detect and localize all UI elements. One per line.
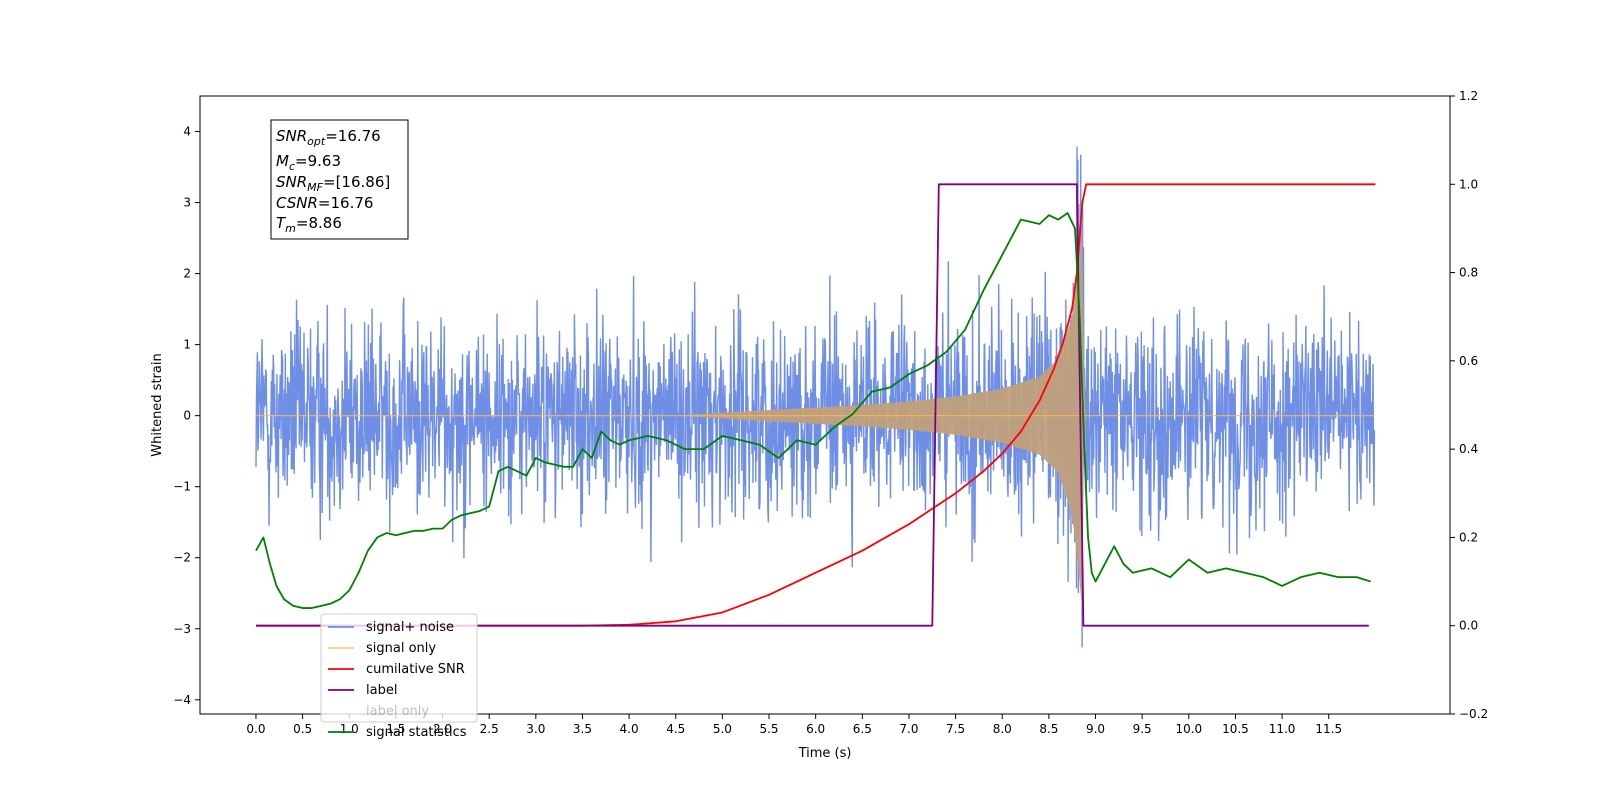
x-axis-label: Time (s) bbox=[798, 746, 852, 761]
annotation-box: SNRopt=16.76 Mc=9.63 SNRMF=[16.86] CSNR=… bbox=[270, 119, 409, 240]
x-tick-label: 4.5 bbox=[666, 722, 685, 736]
legend-item: label bbox=[328, 683, 397, 698]
legend-item: signal statistics bbox=[328, 725, 467, 740]
legend-item: signal only bbox=[328, 641, 436, 656]
annotation-snr-opt: SNRopt=16.76 bbox=[276, 127, 381, 148]
signal-noise-line bbox=[255, 146, 1376, 648]
y-tick-label: −1 bbox=[173, 480, 191, 494]
legend-item: signal+ noise bbox=[328, 620, 454, 635]
x-tick-label: 4.0 bbox=[620, 722, 639, 736]
x-tick-label: 5.0 bbox=[713, 722, 732, 736]
legend-label: signal+ noise bbox=[366, 620, 454, 635]
x-tick-label: 2.0 bbox=[433, 722, 452, 736]
x-tick-label: 10.5 bbox=[1222, 722, 1249, 736]
x-tick-label: 9.0 bbox=[1086, 722, 1105, 736]
signal-only-series bbox=[255, 222, 1376, 609]
x-tick-label: 7.5 bbox=[946, 722, 965, 736]
y-tick-label: 1 bbox=[183, 338, 191, 352]
x-tick-label: 0.5 bbox=[293, 722, 312, 736]
series-line-label bbox=[255, 183, 1369, 627]
legend-label: cumilative SNR bbox=[366, 662, 465, 677]
y-axis-left: −4 −3 −2 −1 0 1 2 3 4 bbox=[173, 125, 200, 707]
x-tick-label: 0.0 bbox=[246, 722, 265, 736]
annotation-snr-mf: SNRMF=[16.86] bbox=[276, 173, 390, 194]
x-tick-label: 6.5 bbox=[853, 722, 872, 736]
y-axis-label: Whitened strain bbox=[150, 353, 165, 456]
y-tick-label: 4 bbox=[183, 125, 191, 139]
x-tick-label: 1.0 bbox=[340, 722, 359, 736]
plot-frame bbox=[199, 95, 1451, 715]
legend-label: signal only bbox=[366, 641, 436, 656]
x-tick-label: 11.0 bbox=[1269, 722, 1296, 736]
x-axis: 0.0 0.5 1.0 1.5 2.0 2.5 3.0 3.5 4.0 4.5 5.0 5.5 6.0 6… bbox=[246, 714, 1342, 736]
y-tick-label: 3 bbox=[183, 196, 191, 210]
x-tick-label: 8.5 bbox=[1039, 722, 1058, 736]
y2-tick-label: 0.4 bbox=[1459, 442, 1478, 456]
x-tick-label: 6.0 bbox=[806, 722, 825, 736]
x-tick-label: 7.0 bbox=[899, 722, 918, 736]
legend-frame bbox=[320, 613, 478, 723]
annotation-mc: Mc=9.63 bbox=[276, 152, 341, 173]
y2-tick-label: 0.0 bbox=[1459, 619, 1478, 633]
y-tick-label: −2 bbox=[173, 551, 191, 565]
x-tick-label: 9.5 bbox=[1133, 722, 1152, 736]
y2-tick-label: −0.2 bbox=[1459, 707, 1488, 721]
y2-tick-label: 0.2 bbox=[1459, 530, 1478, 544]
y-axis-right: −0.2 0.0 0.2 0.4 0.6 0.8 1.0 1.2 bbox=[1450, 89, 1488, 721]
legend-item: cumilative SNR bbox=[328, 662, 465, 677]
legend-label: label bbox=[366, 683, 397, 698]
x-tick-label: 2.5 bbox=[480, 722, 499, 736]
x-tick-label: 3.5 bbox=[573, 722, 592, 736]
x-tick-label: 5.5 bbox=[759, 722, 778, 736]
y-tick-label: 2 bbox=[183, 267, 191, 281]
annotation-frame bbox=[270, 119, 409, 240]
right-axis-series bbox=[255, 183, 1376, 627]
signal-noise-series bbox=[255, 146, 1376, 648]
annotation-csnr: CSNR=16.76 bbox=[276, 194, 373, 212]
x-tick-label: 11.5 bbox=[1315, 722, 1342, 736]
y2-tick-label: 0.6 bbox=[1459, 354, 1478, 368]
x-tick-label: 3.0 bbox=[526, 722, 545, 736]
annotation-tm: Tm=8.86 bbox=[276, 214, 342, 235]
y-tick-label: 0 bbox=[183, 409, 191, 423]
x-tick-label: 10.0 bbox=[1175, 722, 1202, 736]
y-tick-label: −3 bbox=[173, 622, 191, 636]
series-line-signal-statistics bbox=[255, 212, 1371, 609]
y2-tick-label: 0.8 bbox=[1459, 266, 1478, 280]
y2-tick-label: 1.0 bbox=[1459, 177, 1478, 191]
x-tick-label: 1.5 bbox=[386, 722, 405, 736]
y2-tick-label: 1.2 bbox=[1459, 89, 1478, 103]
legend-item: label only bbox=[328, 704, 429, 719]
x-tick-label: 8.0 bbox=[993, 722, 1012, 736]
legend: signal+ noise signal only cumilative SNR la… bbox=[320, 613, 478, 740]
legend-label: signal statistics bbox=[366, 725, 467, 740]
legend-label: label only bbox=[366, 704, 429, 719]
y-tick-label: −4 bbox=[173, 693, 191, 707]
